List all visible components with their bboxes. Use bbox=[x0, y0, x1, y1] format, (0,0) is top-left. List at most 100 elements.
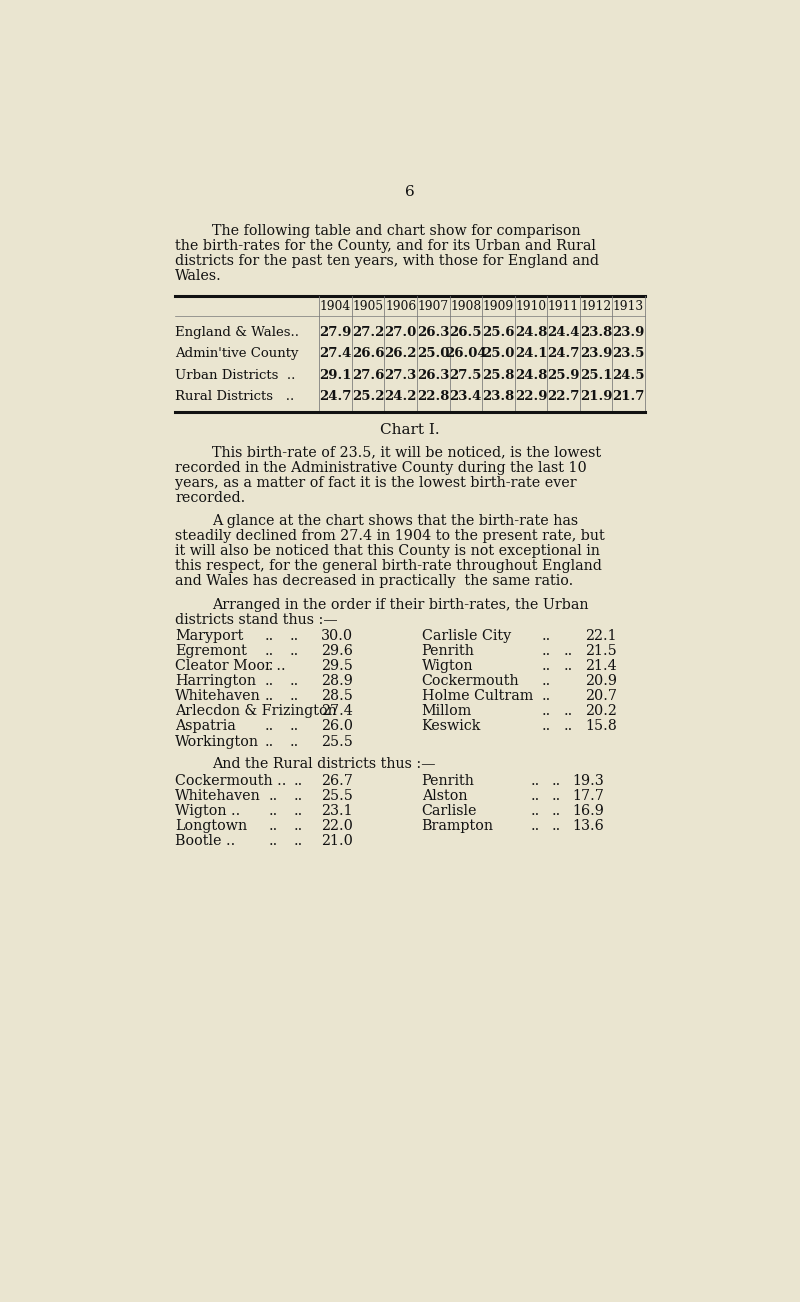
Text: Chart I.: Chart I. bbox=[380, 423, 440, 436]
Text: this respect, for the general birth-rate throughout England: this respect, for the general birth-rate… bbox=[175, 559, 602, 573]
Text: ..: .. bbox=[542, 704, 551, 719]
Text: 25.1: 25.1 bbox=[580, 368, 612, 381]
Text: 1911: 1911 bbox=[548, 301, 579, 314]
Text: ..: .. bbox=[294, 773, 303, 788]
Text: 16.9: 16.9 bbox=[573, 803, 605, 818]
Text: 25.6: 25.6 bbox=[482, 326, 514, 339]
Text: 17.7: 17.7 bbox=[573, 789, 605, 803]
Text: 27.5: 27.5 bbox=[450, 368, 482, 381]
Text: 1912: 1912 bbox=[580, 301, 612, 314]
Text: ..: .. bbox=[264, 734, 274, 749]
Text: Cleator Moor ..: Cleator Moor .. bbox=[175, 659, 286, 673]
Text: 27.2: 27.2 bbox=[352, 326, 384, 339]
Text: 21.0: 21.0 bbox=[321, 833, 353, 848]
Text: ..: .. bbox=[294, 803, 303, 818]
Text: 22.1: 22.1 bbox=[585, 629, 617, 643]
Text: ..: .. bbox=[290, 734, 299, 749]
Text: 23.1: 23.1 bbox=[321, 803, 353, 818]
Text: 24.7: 24.7 bbox=[319, 391, 352, 404]
Text: 22.0: 22.0 bbox=[321, 819, 353, 833]
Text: years, as a matter of fact it is the lowest birth-rate ever: years, as a matter of fact it is the low… bbox=[175, 475, 577, 490]
Text: 23.8: 23.8 bbox=[482, 391, 514, 404]
Text: Brampton: Brampton bbox=[422, 819, 494, 833]
Text: ..: .. bbox=[264, 690, 274, 703]
Text: Holme Cultram: Holme Cultram bbox=[422, 690, 533, 703]
Text: 29.1: 29.1 bbox=[319, 368, 352, 381]
Text: recorded in the Administrative County during the last 10: recorded in the Administrative County du… bbox=[175, 461, 587, 475]
Text: Aspatria: Aspatria bbox=[175, 720, 236, 733]
Text: 26.3: 26.3 bbox=[417, 368, 450, 381]
Text: ..: .. bbox=[530, 773, 539, 788]
Text: 22.8: 22.8 bbox=[417, 391, 450, 404]
Text: Arranged in the order if their birth-rates, the Urban: Arranged in the order if their birth-rat… bbox=[212, 598, 589, 612]
Text: 21.5: 21.5 bbox=[585, 644, 617, 659]
Text: 24.7: 24.7 bbox=[547, 348, 580, 361]
Text: The following table and chart show for comparison: The following table and chart show for c… bbox=[212, 224, 581, 238]
Text: 1910: 1910 bbox=[515, 301, 546, 314]
Text: Egremont: Egremont bbox=[175, 644, 247, 659]
Text: ..: .. bbox=[268, 789, 278, 803]
Text: 24.5: 24.5 bbox=[612, 368, 645, 381]
Text: 28.9: 28.9 bbox=[321, 674, 353, 689]
Text: ..: .. bbox=[264, 659, 274, 673]
Text: ..: .. bbox=[290, 644, 299, 659]
Text: 20.7: 20.7 bbox=[585, 690, 617, 703]
Text: 27.4: 27.4 bbox=[321, 704, 353, 719]
Text: Urban Districts  ..: Urban Districts .. bbox=[175, 368, 295, 381]
Text: Workington: Workington bbox=[175, 734, 259, 749]
Text: ..: .. bbox=[290, 690, 299, 703]
Text: ..: .. bbox=[294, 789, 303, 803]
Text: ..: .. bbox=[552, 789, 561, 803]
Text: 1904: 1904 bbox=[320, 301, 351, 314]
Text: 29.6: 29.6 bbox=[321, 644, 353, 659]
Text: Whitehaven: Whitehaven bbox=[175, 789, 261, 803]
Text: Cockermouth: Cockermouth bbox=[422, 674, 519, 689]
Text: 26.5: 26.5 bbox=[450, 326, 482, 339]
Text: ..: .. bbox=[542, 720, 551, 733]
Text: ..: .. bbox=[294, 819, 303, 833]
Text: Carlisle: Carlisle bbox=[422, 803, 477, 818]
Text: Alston: Alston bbox=[422, 789, 467, 803]
Text: ..: .. bbox=[290, 629, 299, 643]
Text: Wales.: Wales. bbox=[175, 270, 222, 283]
Text: Harrington: Harrington bbox=[175, 674, 256, 689]
Text: 23.9: 23.9 bbox=[580, 348, 612, 361]
Text: ..: .. bbox=[552, 803, 561, 818]
Text: 27.9: 27.9 bbox=[319, 326, 352, 339]
Text: 1908: 1908 bbox=[450, 301, 482, 314]
Text: 15.8: 15.8 bbox=[585, 720, 617, 733]
Text: 26.3: 26.3 bbox=[417, 326, 450, 339]
Text: Carlisle City: Carlisle City bbox=[422, 629, 510, 643]
Text: ..: .. bbox=[542, 674, 551, 689]
Text: 13.6: 13.6 bbox=[573, 819, 605, 833]
Text: This birth-rate of 23.5, it will be noticed, is the lowest: This birth-rate of 23.5, it will be noti… bbox=[212, 445, 602, 460]
Text: Maryport: Maryport bbox=[175, 629, 243, 643]
Text: 28.5: 28.5 bbox=[321, 690, 353, 703]
Text: ..: .. bbox=[552, 773, 561, 788]
Text: 27.3: 27.3 bbox=[385, 368, 417, 381]
Text: ..: .. bbox=[542, 629, 551, 643]
Text: 1913: 1913 bbox=[613, 301, 644, 314]
Text: A glance at the chart shows that the birth-rate has: A glance at the chart shows that the bir… bbox=[212, 513, 578, 527]
Text: ..: .. bbox=[264, 644, 274, 659]
Text: 21.9: 21.9 bbox=[580, 391, 612, 404]
Text: 20.9: 20.9 bbox=[585, 674, 617, 689]
Text: ..: .. bbox=[530, 803, 539, 818]
Text: England & Wales..: England & Wales.. bbox=[175, 326, 299, 339]
Text: Wigton: Wigton bbox=[422, 659, 473, 673]
Text: Wigton ..: Wigton .. bbox=[175, 803, 241, 818]
Text: 27.0: 27.0 bbox=[385, 326, 417, 339]
Text: 29.5: 29.5 bbox=[321, 659, 353, 673]
Text: Whitehaven: Whitehaven bbox=[175, 690, 261, 703]
Text: 25.0: 25.0 bbox=[417, 348, 450, 361]
Text: 21.4: 21.4 bbox=[585, 659, 617, 673]
Text: 26.6: 26.6 bbox=[352, 348, 385, 361]
Text: Rural Districts   ..: Rural Districts .. bbox=[175, 391, 294, 404]
Text: 21.7: 21.7 bbox=[612, 391, 645, 404]
Text: 24.8: 24.8 bbox=[514, 368, 547, 381]
Text: Longtown: Longtown bbox=[175, 819, 247, 833]
Text: ..: .. bbox=[290, 674, 299, 689]
Text: 25.2: 25.2 bbox=[352, 391, 385, 404]
Text: 24.8: 24.8 bbox=[514, 326, 547, 339]
Text: 22.7: 22.7 bbox=[547, 391, 580, 404]
